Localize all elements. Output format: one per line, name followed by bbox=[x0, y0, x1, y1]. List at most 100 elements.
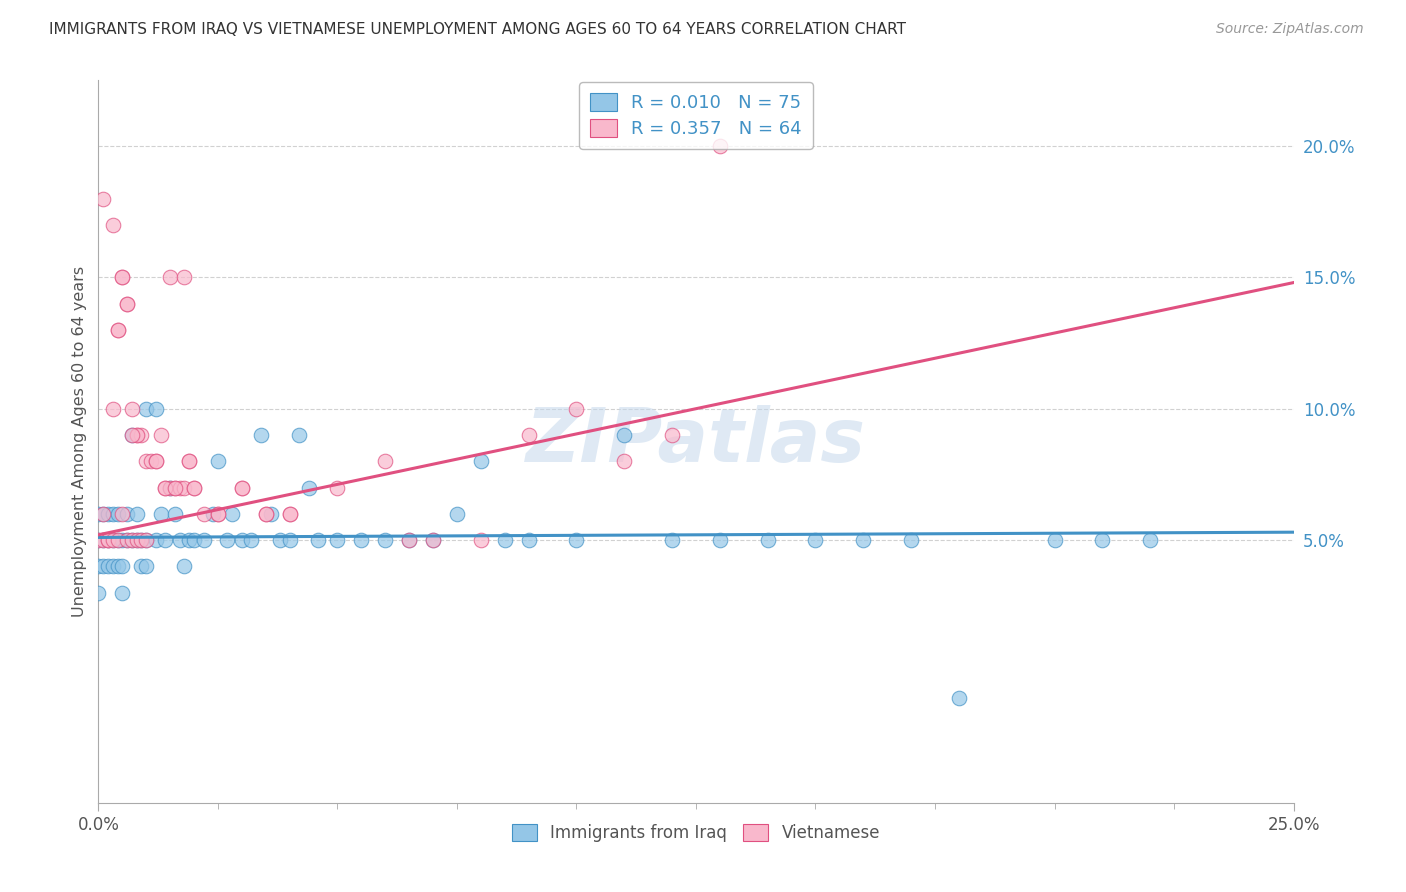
Point bbox=[259, 507, 281, 521]
Point bbox=[107, 323, 129, 337]
Text: ZIPatlas: ZIPatlas bbox=[526, 405, 866, 478]
Point bbox=[240, 533, 263, 547]
Point bbox=[91, 507, 114, 521]
Point bbox=[87, 533, 110, 547]
Point bbox=[661, 533, 683, 547]
Point bbox=[169, 533, 191, 547]
Point bbox=[101, 401, 124, 416]
Point bbox=[111, 270, 134, 285]
Point bbox=[115, 533, 138, 547]
Point bbox=[374, 454, 396, 468]
Point bbox=[613, 428, 636, 442]
Point bbox=[193, 533, 215, 547]
Point bbox=[125, 428, 148, 442]
Point bbox=[145, 401, 167, 416]
Point bbox=[155, 481, 177, 495]
Point bbox=[422, 533, 444, 547]
Point bbox=[107, 533, 129, 547]
Point bbox=[107, 507, 129, 521]
Point bbox=[470, 454, 492, 468]
Point bbox=[326, 481, 349, 495]
Point bbox=[91, 192, 114, 206]
Point bbox=[131, 533, 153, 547]
Point bbox=[115, 533, 138, 547]
Point bbox=[1139, 533, 1161, 547]
Point bbox=[231, 481, 253, 495]
Y-axis label: Unemployment Among Ages 60 to 64 years: Unemployment Among Ages 60 to 64 years bbox=[72, 266, 87, 617]
Point bbox=[121, 401, 143, 416]
Point bbox=[131, 533, 153, 547]
Point bbox=[87, 559, 110, 574]
Point bbox=[121, 533, 143, 547]
Legend: Immigrants from Iraq, Vietnamese: Immigrants from Iraq, Vietnamese bbox=[505, 817, 887, 848]
Point bbox=[278, 507, 301, 521]
Point bbox=[97, 533, 120, 547]
Point bbox=[125, 507, 148, 521]
Point bbox=[422, 533, 444, 547]
Point bbox=[179, 454, 201, 468]
Point bbox=[183, 481, 205, 495]
Point bbox=[221, 507, 243, 521]
Point bbox=[183, 533, 205, 547]
Point bbox=[149, 428, 172, 442]
Point bbox=[135, 533, 157, 547]
Point bbox=[131, 559, 153, 574]
Point bbox=[155, 481, 177, 495]
Point bbox=[135, 533, 157, 547]
Point bbox=[804, 533, 827, 547]
Point bbox=[121, 428, 143, 442]
Point bbox=[517, 533, 540, 547]
Point bbox=[202, 507, 225, 521]
Point bbox=[173, 559, 195, 574]
Point bbox=[350, 533, 373, 547]
Point bbox=[155, 533, 177, 547]
Point bbox=[139, 454, 162, 468]
Text: IMMIGRANTS FROM IRAQ VS VIETNAMESE UNEMPLOYMENT AMONG AGES 60 TO 64 YEARS CORREL: IMMIGRANTS FROM IRAQ VS VIETNAMESE UNEMP… bbox=[49, 22, 907, 37]
Point bbox=[179, 454, 201, 468]
Point bbox=[326, 533, 349, 547]
Point bbox=[852, 533, 875, 547]
Point bbox=[107, 559, 129, 574]
Point bbox=[613, 454, 636, 468]
Point bbox=[131, 428, 153, 442]
Point bbox=[97, 559, 120, 574]
Point bbox=[97, 533, 120, 547]
Point bbox=[948, 690, 970, 705]
Point bbox=[91, 533, 114, 547]
Point bbox=[1043, 533, 1066, 547]
Point bbox=[398, 533, 420, 547]
Point bbox=[193, 507, 215, 521]
Point bbox=[217, 533, 239, 547]
Point bbox=[709, 139, 731, 153]
Point bbox=[159, 270, 181, 285]
Point bbox=[250, 428, 273, 442]
Text: Source: ZipAtlas.com: Source: ZipAtlas.com bbox=[1216, 22, 1364, 37]
Point bbox=[398, 533, 420, 547]
Point bbox=[756, 533, 779, 547]
Point bbox=[565, 401, 588, 416]
Point bbox=[101, 533, 124, 547]
Point bbox=[101, 533, 124, 547]
Point bbox=[91, 533, 114, 547]
Point bbox=[145, 454, 167, 468]
Point bbox=[446, 507, 468, 521]
Point bbox=[173, 481, 195, 495]
Point bbox=[87, 507, 110, 521]
Point bbox=[125, 533, 148, 547]
Point bbox=[470, 533, 492, 547]
Point bbox=[97, 533, 120, 547]
Point bbox=[173, 270, 195, 285]
Point bbox=[111, 585, 134, 599]
Point bbox=[709, 533, 731, 547]
Point bbox=[111, 533, 134, 547]
Point bbox=[91, 559, 114, 574]
Point bbox=[121, 428, 143, 442]
Point bbox=[900, 533, 922, 547]
Point bbox=[163, 507, 186, 521]
Point bbox=[145, 533, 167, 547]
Point bbox=[135, 454, 157, 468]
Point bbox=[231, 533, 253, 547]
Point bbox=[87, 585, 110, 599]
Point bbox=[207, 507, 229, 521]
Point bbox=[298, 481, 321, 495]
